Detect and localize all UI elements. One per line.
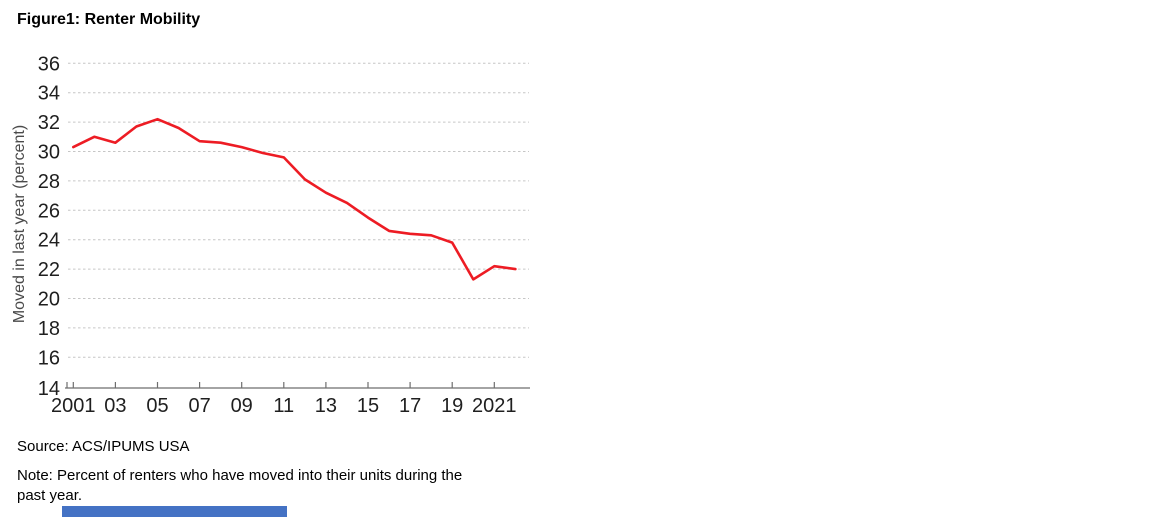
y-tick-label: 14	[38, 378, 60, 400]
source-text: Source: ACS/IPUMS USA	[17, 438, 190, 455]
y-tick-label: 36	[38, 53, 60, 75]
x-tick-label: 2001	[51, 395, 96, 417]
note-line-1: Note: Percent of renters who have moved …	[17, 467, 463, 484]
y-axis-title: Moved in last year (percent)	[11, 125, 28, 323]
y-tick-label: 16	[38, 347, 60, 369]
x-tick-label: 15	[357, 395, 379, 417]
note-text: Note: Percent of renters who have moved …	[17, 466, 462, 506]
y-tick-label: 18	[38, 318, 60, 340]
selection-highlight-bar	[62, 506, 287, 517]
figure-title: Figure1: Renter Mobility	[17, 11, 201, 28]
x-tick-label: 05	[146, 395, 168, 417]
y-tick-label: 22	[38, 259, 60, 281]
data-line	[72, 117, 517, 281]
y-tick-label: 26	[38, 200, 60, 222]
y-tick-label: 34	[38, 83, 60, 105]
x-tick-label: 19	[441, 395, 463, 417]
x-tick-label: 2021	[472, 395, 517, 417]
renter-mobility-chart: 14 16 18 20 22 24 26 28 30 32 34 36 2001 03 05 07 09 11 13…	[11, 53, 530, 417]
note-line-2: past year.	[17, 487, 83, 504]
y-tick-label: 32	[38, 112, 60, 134]
x-tick-label: 07	[188, 395, 210, 417]
y-tick-label: 20	[38, 289, 60, 311]
x-tick-label: 17	[399, 395, 421, 417]
x-tick-label: 11	[273, 395, 294, 417]
y-tick-label: 24	[38, 230, 60, 252]
y-tick-label: 30	[38, 142, 60, 164]
x-tick-label: 09	[231, 395, 253, 417]
y-tick-label: 28	[38, 171, 60, 193]
x-tick-label: 03	[104, 395, 126, 417]
x-tick-label: 13	[315, 395, 337, 417]
